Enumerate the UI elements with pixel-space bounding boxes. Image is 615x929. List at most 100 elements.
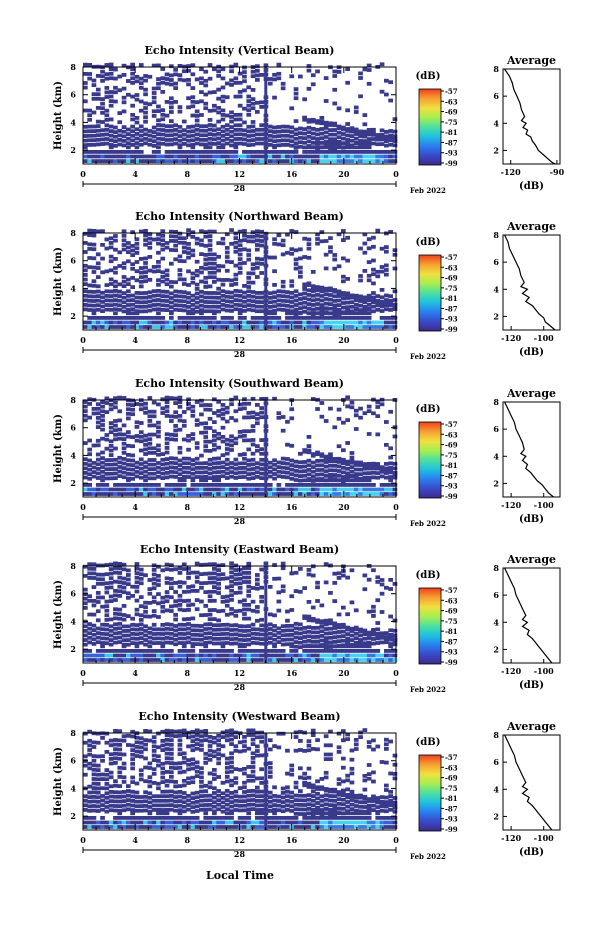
y-tick-label: 8 [70, 561, 76, 571]
y-tick-label: 2 [70, 811, 76, 821]
day-label: 28 [234, 183, 246, 193]
profile-y-tick-label: 8 [493, 397, 499, 407]
y-tick-label: 6 [70, 90, 76, 100]
colorbar-tick-label: -69 [445, 441, 458, 450]
colorbar-tick-label: -87 [445, 471, 458, 480]
profile-x-tick-label: -120 [501, 167, 521, 177]
colorbar-tick-label: -69 [445, 607, 458, 616]
profile-line [504, 234, 556, 331]
profile-line [504, 68, 556, 165]
panel-0: Echo Intensity (Vertical Beam) 2 4 6 8 Height… [53, 44, 565, 195]
profile-frame [502, 734, 561, 831]
colorbar-tick-label: -69 [445, 274, 458, 283]
profile-x-tick-label: -100 [534, 666, 554, 676]
colorbar-tick-label: -87 [445, 138, 458, 147]
profile-y-tick-label: 8 [493, 730, 499, 740]
y-axis-label: Height (km) [53, 247, 64, 316]
x-tick-label: 20 [338, 502, 350, 512]
profile-x-tick-label: -120 [501, 833, 521, 843]
panel-1: Echo Intensity (Northward Beam) 2 4 6 8 Heigh… [53, 210, 561, 361]
colorbar-tick-label: -63 [445, 596, 458, 605]
y-tick-label: 6 [70, 423, 76, 433]
x-tick-label: 4 [132, 502, 138, 512]
profile-x-tick-label: -100 [534, 833, 554, 843]
colorbar-tick-label: -69 [445, 774, 458, 783]
panel-3: Echo Intensity (Eastward Beam) 2 4 6 8 Height… [53, 543, 561, 694]
colorbar-tick-label: -75 [445, 118, 458, 127]
y-tick-label: 2 [70, 644, 76, 654]
colorbar-tick-label: -63 [445, 430, 458, 439]
colorbar [418, 754, 442, 832]
x-tick-label: 0 [80, 169, 86, 179]
y-tick-label: 2 [70, 311, 76, 321]
x-tick-label: 12 [234, 169, 245, 179]
heatmap-field [83, 728, 398, 830]
y-tick-label: 4 [70, 616, 76, 626]
colorbar-tick-label: -69 [445, 108, 458, 117]
profile-y-tick-label: 6 [493, 91, 499, 101]
profile-y-tick-label: 2 [493, 811, 499, 821]
heatmap-field [83, 228, 398, 330]
profile-title: Average [506, 54, 556, 67]
profile-y-tick-label: 6 [493, 257, 499, 267]
x-tick-label: 16 [286, 502, 298, 512]
colorbar-tick-label: -93 [445, 648, 458, 657]
profile-x-label: (dB) [519, 847, 544, 858]
colorbar-unit: (dB) [416, 237, 441, 248]
y-tick-label: 8 [70, 228, 76, 238]
x-tick-label: 20 [338, 835, 350, 845]
x-tick-label: 20 [338, 668, 350, 678]
date-label: Feb 2022 [410, 352, 446, 361]
y-tick-label: 6 [70, 756, 76, 766]
x-tick-label: 16 [286, 835, 298, 845]
panel-title: Echo Intensity (Northward Beam) [135, 210, 344, 223]
profile-x-label: (dB) [519, 514, 544, 525]
vertical-echo-line [264, 67, 268, 164]
panel-4: Echo Intensity (Westward Beam) 2 4 6 8 Height… [53, 710, 561, 861]
x-tick-label: 4 [132, 835, 138, 845]
colorbar [418, 88, 442, 166]
colorbar-tick-label: -99 [445, 325, 458, 334]
colorbar [418, 587, 442, 665]
colorbar-tick-label: -81 [445, 294, 458, 303]
x-tick-label: 0 [80, 335, 86, 345]
profile-frame [502, 567, 561, 664]
y-tick-label: 2 [70, 478, 76, 488]
y-axis-label: Height (km) [53, 580, 64, 649]
y-tick-label: 2 [70, 145, 76, 155]
day-label: 28 [234, 682, 246, 692]
profile-line [504, 401, 554, 498]
x-tick-label: 0 [393, 335, 399, 345]
colorbar-tick-label: -57 [445, 253, 458, 262]
panel-2: Echo Intensity (Southward Beam) 2 4 6 8 Heigh… [53, 377, 561, 528]
colorbar-unit: (dB) [416, 570, 441, 581]
colorbar-tick-label: -93 [445, 482, 458, 491]
y-axis-label: Height (km) [53, 81, 64, 150]
heatmap-field [83, 561, 398, 663]
profile-y-tick-label: 6 [493, 590, 499, 600]
x-axis-label-local-time: Local Time [206, 869, 274, 882]
colorbar-tick-label: -81 [445, 128, 458, 137]
colorbar-tick-label: -75 [445, 284, 458, 293]
x-tick-label: 8 [185, 502, 191, 512]
colorbar-tick-label: -93 [445, 815, 458, 824]
colorbar-unit: (dB) [416, 71, 441, 82]
x-tick-label: 20 [338, 335, 350, 345]
vertical-echo-line [264, 733, 268, 830]
x-tick-label: 16 [286, 335, 298, 345]
date-label: Feb 2022 [410, 186, 446, 195]
profile-y-tick-label: 2 [493, 478, 499, 488]
x-tick-label: 0 [80, 668, 86, 678]
date-label: Feb 2022 [410, 852, 446, 861]
colorbar-tick-label: -63 [445, 263, 458, 272]
colorbar-tick-label: -81 [445, 461, 458, 470]
profile-x-label: (dB) [519, 680, 544, 691]
colorbar-tick-label: -81 [445, 794, 458, 803]
colorbar-tick-label: -63 [445, 763, 458, 772]
y-axis-label: Height (km) [53, 747, 64, 816]
x-tick-label: 0 [393, 668, 399, 678]
y-axis-label: Height (km) [53, 414, 64, 483]
profile-y-tick-label: 8 [493, 230, 499, 240]
vertical-echo-line [264, 233, 268, 330]
